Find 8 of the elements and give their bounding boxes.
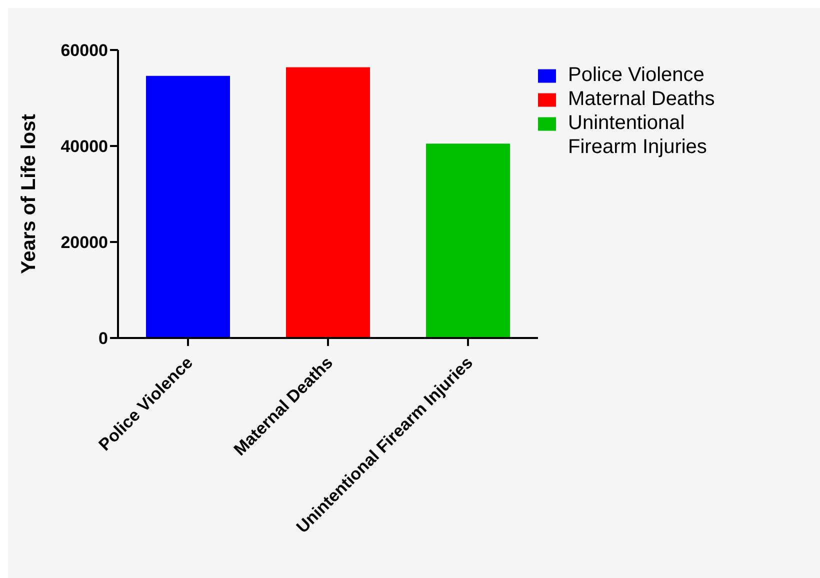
y-tick-label: 0 — [98, 329, 108, 348]
y-tick-label: 60000 — [60, 41, 108, 60]
y-axis-title: Years of Life lost — [18, 114, 40, 274]
legend-label: Maternal Deaths — [568, 87, 716, 111]
legend-label: Police Violence — [568, 63, 706, 87]
y-tick-label: 20000 — [60, 233, 108, 252]
y-tick-label: 40000 — [60, 137, 108, 156]
legend-label: Unintentional Firearm Injuries — [568, 111, 708, 159]
